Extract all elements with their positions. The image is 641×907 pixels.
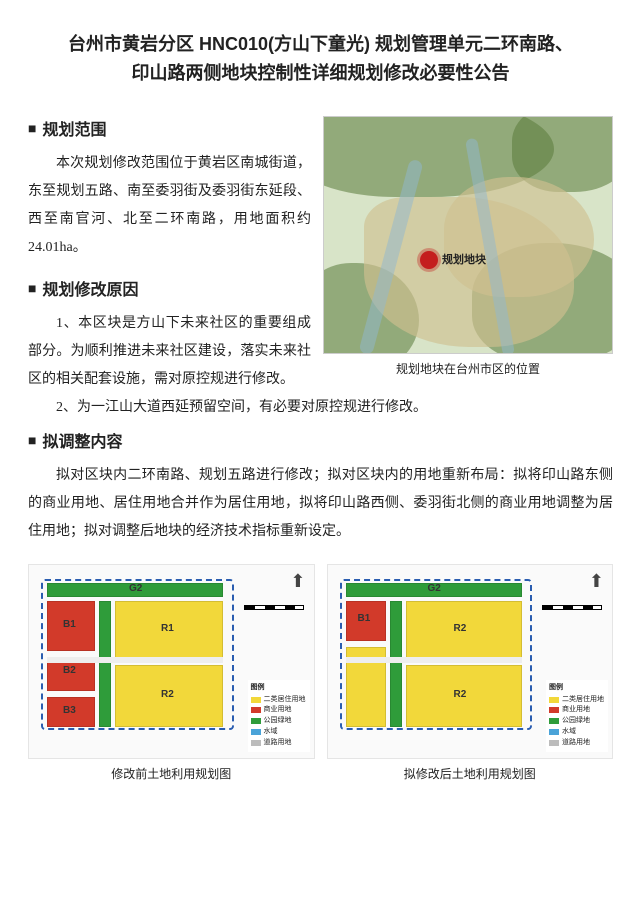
- legend-title: 图例: [549, 683, 605, 693]
- plan-after-caption: 拟修改后土地利用规划图: [327, 765, 614, 782]
- plan-before-caption: 修改前土地利用规划图: [28, 765, 315, 782]
- reason-paragraph-2: 2、为一江山大道西延预留空间，有必要对原控规进行修改。: [28, 394, 613, 422]
- scope-heading-text: 规划范围: [42, 116, 106, 140]
- legend-label: 道路用地: [264, 738, 292, 748]
- plan-map-after: ⬆ G2 B1 R2 R2 图例 二类居住用地 商业用地 公园绿地: [327, 564, 614, 759]
- plan-maps-row: ⬆ G2 B1 B2 B3 R1 R2 图例 二类居住用地: [28, 564, 613, 782]
- legend-label: 道路用地: [562, 738, 590, 748]
- content-paragraph: 拟对区块内二环南路、规划五路进行修改；拟对区块内的用地重新布局：拟将印山路东侧的…: [28, 462, 613, 546]
- content-heading-text: 拟调整内容: [42, 428, 122, 452]
- legend-label: 二类居住用地: [562, 695, 604, 705]
- section-heading-scope: 规划范围: [28, 116, 311, 140]
- overview-map: 规划地块: [323, 116, 613, 354]
- legend-label: 公园绿地: [264, 716, 292, 726]
- plot-label: B3: [63, 705, 76, 716]
- plot-label: B2: [63, 665, 76, 676]
- legend-before: 图例 二类居住用地 商业用地 公园绿地 水域 道路用地: [248, 680, 310, 752]
- marker-label: 规划地块: [442, 251, 486, 267]
- legend-label: 水域: [562, 727, 576, 737]
- north-arrow-icon: ⬆: [290, 571, 305, 592]
- scalebar-icon: [542, 605, 602, 610]
- title-line-1: 台州市黄岩分区 HNC010(方山下童光) 规划管理单元二环南路、: [28, 30, 613, 59]
- legend-label: 水域: [264, 727, 278, 737]
- plan-map-after-container: ⬆ G2 B1 R2 R2 图例 二类居住用地 商业用地 公园绿地: [327, 564, 614, 782]
- plot-label: R2: [454, 623, 467, 634]
- section-heading-content: 拟调整内容: [28, 428, 613, 452]
- title-line-2: 印山路两侧地块控制性详细规划修改必要性公告: [28, 59, 613, 88]
- plot-label: R2: [161, 689, 174, 700]
- legend-label: 商业用地: [562, 705, 590, 715]
- scalebar-icon: [244, 605, 304, 610]
- legend-label: 公园绿地: [562, 716, 590, 726]
- north-arrow-icon: ⬆: [589, 571, 604, 592]
- plot-label: R1: [161, 623, 174, 634]
- overview-map-caption: 规划地块在台州市区的位置: [323, 360, 613, 377]
- plot-label: B1: [358, 613, 371, 624]
- document-title: 台州市黄岩分区 HNC010(方山下童光) 规划管理单元二环南路、 印山路两侧地…: [28, 30, 613, 88]
- legend-after: 图例 二类居住用地 商业用地 公园绿地 水域 道路用地: [546, 680, 608, 752]
- legend-label: 商业用地: [264, 705, 292, 715]
- plot-label: R2: [454, 689, 467, 700]
- overview-map-container: 规划地块 规划地块在台州市区的位置: [323, 116, 613, 377]
- plan-map-before: ⬆ G2 B1 B2 B3 R1 R2 图例 二类居住用地: [28, 564, 315, 759]
- plot-label: G2: [428, 583, 441, 594]
- location-marker-icon: [420, 251, 438, 269]
- legend-title: 图例: [251, 683, 307, 693]
- plan-map-before-container: ⬆ G2 B1 B2 B3 R1 R2 图例 二类居住用地: [28, 564, 315, 782]
- plot-label: G2: [129, 583, 142, 594]
- plot-label: B1: [63, 619, 76, 630]
- reason-heading-text: 规划修改原因: [42, 276, 138, 300]
- legend-label: 二类居住用地: [264, 695, 306, 705]
- section-heading-reason: 规划修改原因: [28, 276, 311, 300]
